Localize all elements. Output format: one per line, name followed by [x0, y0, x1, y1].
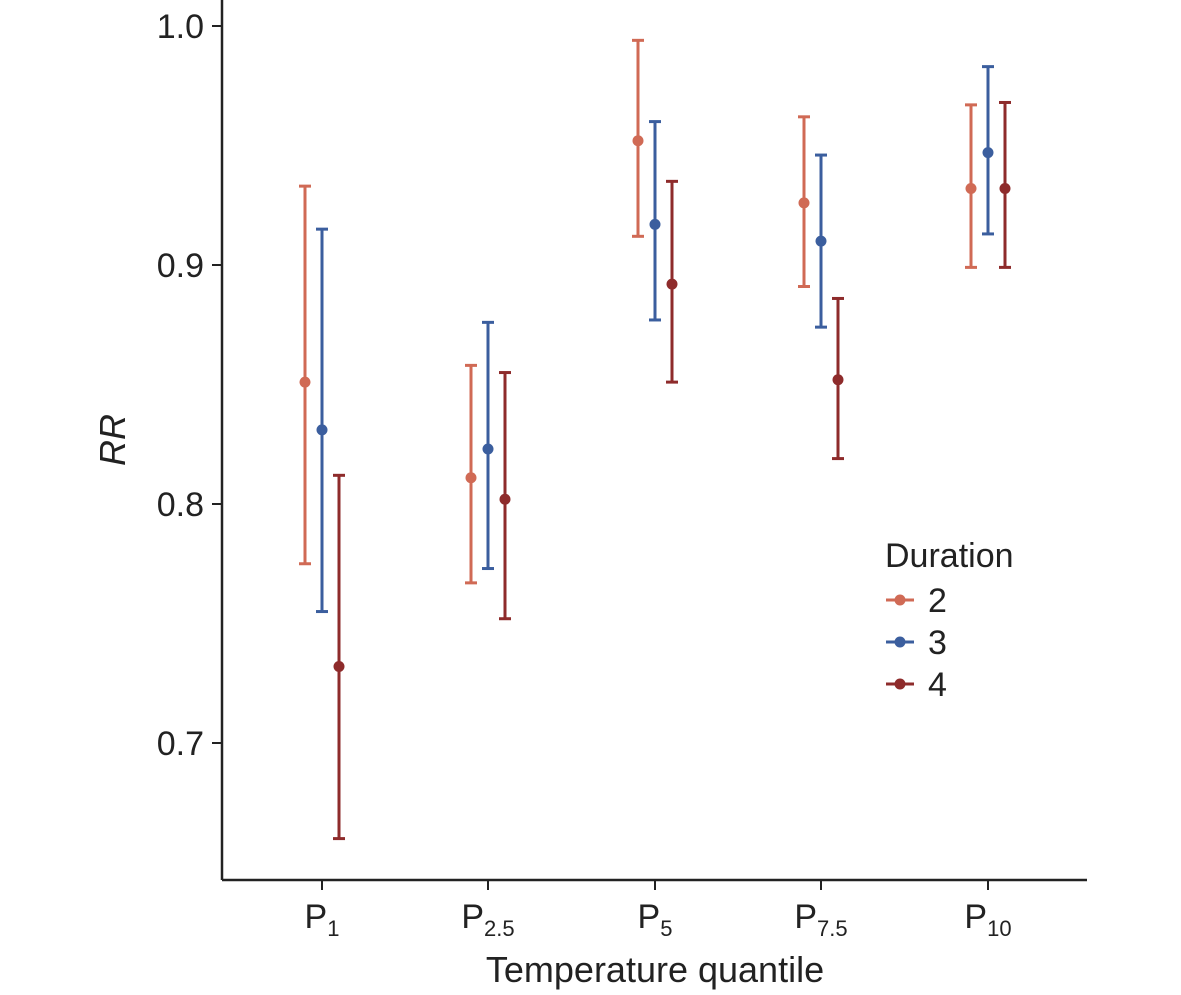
data-point: [333, 661, 345, 673]
legend-swatch-point: [894, 678, 906, 690]
legend: Duration 2 3 4: [885, 537, 1014, 704]
legend-title: Duration: [885, 537, 1014, 575]
x-tick-label-subscript: 7.5: [817, 916, 848, 941]
y-tick-label: 0.8: [157, 486, 204, 524]
x-tick-label-base: P: [964, 898, 987, 936]
data-point: [499, 493, 511, 505]
legend-item-2: 2: [886, 582, 947, 620]
y-axis: 0.7 0.8 0.9 1.0: [157, 0, 224, 880]
x-tick-label-subscript: 2.5: [484, 916, 515, 941]
x-tick-label-base: P: [461, 898, 484, 936]
x-tick-label: P2.5: [461, 898, 514, 941]
y-tick-label: 0.7: [157, 725, 204, 763]
legend-swatch-point: [894, 594, 906, 606]
legend-label: 3: [928, 624, 947, 662]
data-point: [815, 235, 827, 247]
data-point: [316, 424, 328, 436]
x-tick-label-subscript: 10: [987, 916, 1011, 941]
y-tick-label: 0.9: [157, 247, 204, 285]
data-point: [465, 472, 477, 484]
legend-item-4: 4: [886, 666, 947, 704]
data-point: [299, 376, 311, 388]
data-point: [832, 374, 844, 386]
x-tick-label-base: P: [794, 898, 817, 936]
data-point: [632, 135, 644, 147]
data-point: [965, 183, 977, 195]
data-point: [666, 278, 678, 290]
data-point: [482, 443, 494, 455]
x-tick-label-subscript: 1: [327, 916, 339, 941]
series-layer: [299, 38, 1011, 841]
series-4: [333, 100, 1011, 841]
y-tick-label: 1.0: [157, 8, 204, 46]
x-tick-label: P7.5: [794, 898, 847, 941]
x-axis-title: Temperature quantile: [486, 949, 824, 990]
x-tick-label-base: P: [638, 898, 661, 936]
x-tick-label-subscript: 5: [660, 916, 672, 941]
x-tick-label: P5: [638, 898, 673, 941]
y-axis-title: RR: [92, 414, 133, 466]
legend-item-3: 3: [886, 624, 947, 662]
x-axis: P1 P2.5 P5 P7.5 P10: [222, 878, 1087, 941]
x-tick-label-base: P: [305, 898, 328, 936]
data-point: [999, 183, 1011, 195]
legend-label: 2: [928, 582, 947, 620]
x-tick-label: P10: [964, 898, 1011, 941]
series-3: [316, 65, 994, 614]
data-point: [798, 197, 810, 209]
data-point: [649, 218, 661, 230]
x-tick-label: P1: [305, 898, 340, 941]
series-2: [299, 38, 977, 585]
legend-swatch-point: [894, 636, 906, 648]
legend-label: 4: [928, 666, 947, 704]
data-point: [982, 147, 994, 159]
